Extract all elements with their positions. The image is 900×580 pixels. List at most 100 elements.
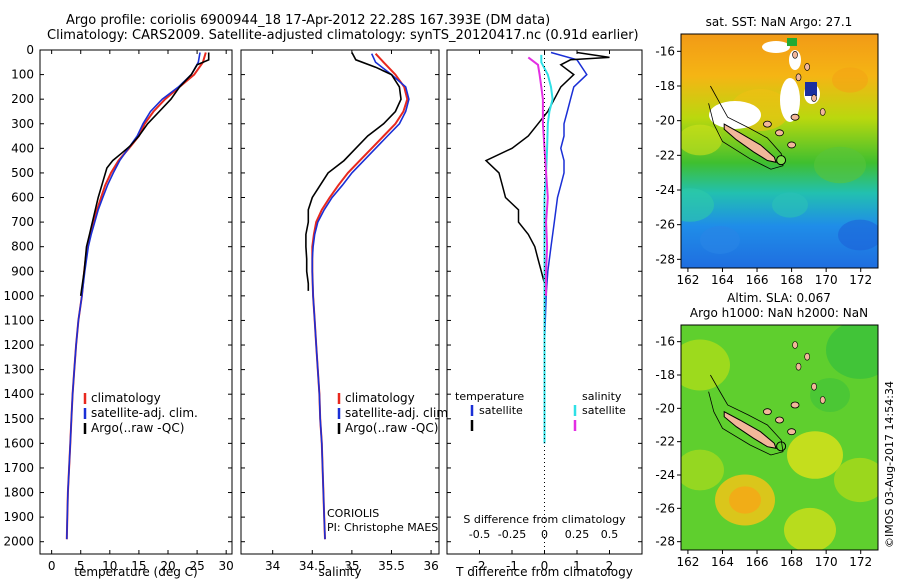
x-tick-label: 30: [219, 559, 234, 573]
sst-patch: [814, 146, 866, 184]
annotation-institution: CORIOLIS: [327, 507, 379, 520]
y-tick-label: 900: [11, 264, 34, 278]
legend-salinity-header: salinity: [582, 390, 622, 403]
map-x-tick-label: 172: [849, 555, 872, 569]
map-x-tick-label: 166: [746, 555, 769, 569]
map-y-tick-label: -16: [655, 335, 675, 349]
credit-timestamp: ©IMOS 03-Aug-2017 14:54:34: [883, 381, 896, 548]
map-x-tick-label: 164: [711, 273, 734, 287]
map-x-tick-label: 170: [815, 273, 838, 287]
island-vanuatu: [819, 396, 826, 404]
legend-label: Argo(..raw -QC): [91, 421, 184, 435]
island-vanuatu: [811, 94, 817, 102]
panel-temperature: 0 5 10 15 20 25 30 temperature (deg C) climatolo…: [39, 49, 234, 579]
x-tick-label: 35: [344, 559, 359, 573]
plot-frame-salinity: [240, 49, 440, 555]
y-tick-label: 400: [11, 141, 34, 155]
legend-label: climatology: [345, 391, 415, 405]
legend-label: climatology: [91, 391, 161, 405]
series-line-salinity-satellite: [540, 54, 554, 444]
island-small: [775, 416, 784, 424]
s-tick-label: 0: [541, 528, 548, 541]
island-vanuatu: [795, 73, 802, 82]
map-title-sla: Altim. SLA: 0.067: [727, 291, 831, 305]
sla-patch: [784, 507, 836, 550]
series-line-salinity-argo: [527, 56, 549, 296]
sst-patch: [700, 226, 740, 254]
series-line-satellite-adj-clim-: [311, 53, 410, 540]
s-tick-label: -0.25: [498, 528, 526, 541]
map-field: [681, 325, 878, 550]
series-line-satellite-adj-clim-: [66, 52, 201, 540]
island-small: [775, 129, 784, 137]
y-tick-label: 700: [11, 215, 34, 229]
map-y-tick-label: -20: [655, 401, 675, 415]
sst-missing-data: [789, 50, 801, 70]
map-y-tick-label: -18: [655, 79, 675, 93]
x-tick-label: 15: [131, 559, 146, 573]
x-tick-label: 34.5: [299, 559, 326, 573]
s-tick-label: -0.5: [469, 528, 490, 541]
map-title-argo-heights: Argo h1000: NaN h2000: NaN: [690, 306, 868, 320]
chart-title-line2: Climatology: CARS2009. Satellite-adjuste…: [47, 28, 639, 43]
map-y-tick-label: -22: [655, 435, 675, 449]
sst-patch: [772, 192, 808, 218]
x-axis-label: salinity: [318, 565, 361, 579]
map-x-tick-label: 170: [815, 555, 838, 569]
sst-cold-pixel: [805, 82, 817, 96]
island-grande-terre: [723, 410, 777, 449]
x-tick-label: 1: [573, 559, 581, 573]
y-tick-label: 1300: [3, 363, 34, 377]
map-y-tick-label: -22: [655, 148, 675, 162]
map-frame: [680, 33, 879, 269]
annotation-pi: PI: Christophe MAES: [327, 521, 438, 534]
sst-missing-data: [780, 78, 800, 122]
y-tick-label: 1100: [3, 313, 34, 327]
map-x-tick-label: 166: [746, 273, 769, 287]
x-axis-label-top: S difference from climatology: [463, 513, 626, 526]
map-x-tick-label: 168: [780, 273, 803, 287]
sla-patch: [810, 378, 850, 412]
map-y-tick-label: -24: [655, 468, 675, 482]
sla-patch: [681, 449, 724, 491]
legend-label: satellite: [479, 404, 523, 417]
map-y-tick-label: -26: [655, 501, 675, 515]
y-tick-label: 300: [11, 117, 34, 131]
x-tick-label: 34: [265, 559, 280, 573]
map-field: [681, 34, 878, 268]
x-tick-label: 2: [606, 559, 614, 573]
y-tick-label: 1900: [3, 510, 34, 524]
island-vanuatu: [811, 382, 817, 391]
legend-label: satellite: [582, 404, 626, 417]
island-vanuatu: [792, 50, 798, 59]
x-tick-label: 25: [189, 559, 204, 573]
map-x-tick-label: 164: [711, 555, 734, 569]
island-vanuatu: [795, 362, 802, 371]
sst-patch: [832, 67, 868, 93]
legend-temperature-header: temperature: [455, 390, 524, 403]
x-tick-label: 0: [541, 559, 549, 573]
island-small: [787, 141, 796, 149]
map-sst_map: 162 164 166 168 170 172 -16 -18 -20 -22 -24 -26 -28 s…: [655, 15, 879, 287]
y-tick-label: 1700: [3, 461, 34, 475]
x-tick-label: 36: [423, 559, 438, 573]
legend-label: satellite-adj. clim.: [345, 406, 452, 420]
island-small: [763, 120, 772, 128]
y-tick-label: 1200: [3, 338, 34, 352]
sla-patch: [681, 339, 730, 391]
y-tick-label: 100: [11, 68, 34, 82]
legend-label: satellite-adj. clim.: [91, 406, 198, 420]
sst-patch: [681, 124, 722, 156]
y-tick-label: 2000: [3, 535, 34, 549]
map-y-tick-label: -28: [655, 252, 675, 266]
x-tick-label: 20: [160, 559, 175, 573]
y-tick-label: 600: [11, 191, 34, 205]
series-line-temperature-argo: [484, 51, 610, 296]
panel-difference: -2 -1 0 1 2T difference from climatology S di…: [446, 49, 643, 579]
x-tick-label: 35.5: [378, 559, 405, 573]
panel-salinity: 34 34.5 35 35.5 36 salinity climatologysatelli…: [240, 49, 452, 579]
legend-label: Argo(..raw -QC): [345, 421, 438, 435]
y-tick-label: 800: [11, 240, 34, 254]
x-tick-label: 0: [48, 559, 56, 573]
